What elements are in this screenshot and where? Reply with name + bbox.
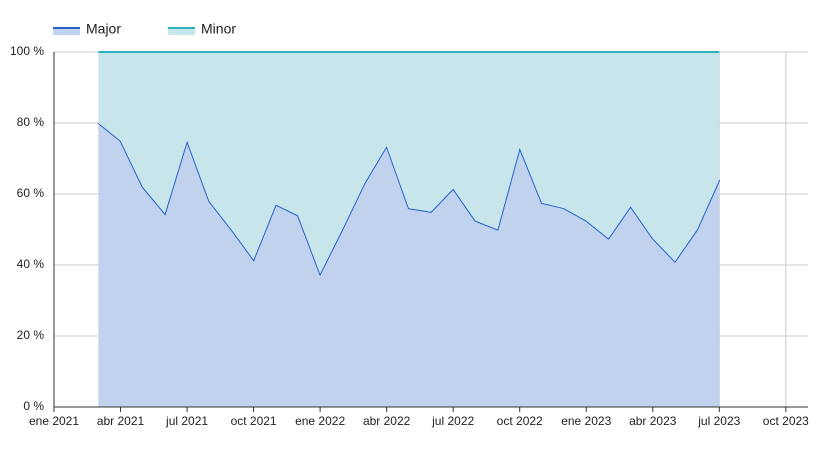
x-tick-label: oct 2023 [763, 414, 809, 428]
x-tick-label: oct 2021 [231, 414, 277, 428]
x-tick-label: abr 2022 [363, 414, 411, 428]
legend-label: Minor [201, 21, 236, 37]
y-tick-label: 80 % [17, 115, 45, 129]
x-tick-label: ene 2023 [561, 414, 611, 428]
y-tick-label: 0 % [23, 399, 44, 413]
x-tick-label: oct 2022 [497, 414, 543, 428]
legend-swatch [168, 27, 196, 35]
x-tick-label: jul 2023 [697, 414, 740, 428]
legend-label: Major [86, 21, 121, 37]
x-tick-label: abr 2023 [629, 414, 677, 428]
x-tick-label: ene 2022 [295, 414, 345, 428]
y-tick-label: 20 % [17, 328, 45, 342]
area [98, 52, 720, 274]
x-tick-label: jul 2021 [165, 414, 208, 428]
y-tick-label: 100 % [10, 44, 44, 58]
y-tick-label: 40 % [17, 257, 45, 271]
y-tick-label: 60 % [17, 186, 45, 200]
legend-swatch [53, 27, 80, 35]
area [98, 123, 720, 407]
plot [97, 51, 721, 407]
x-tick-label: jul 2022 [431, 414, 474, 428]
x-tick-label: abr 2021 [97, 414, 145, 428]
axes: 0 % 20 % 40 % 60 % 80 % 100 % ene 2021 abr 2021… [10, 21, 809, 428]
x-tick-label: ene 2021 [29, 414, 79, 428]
